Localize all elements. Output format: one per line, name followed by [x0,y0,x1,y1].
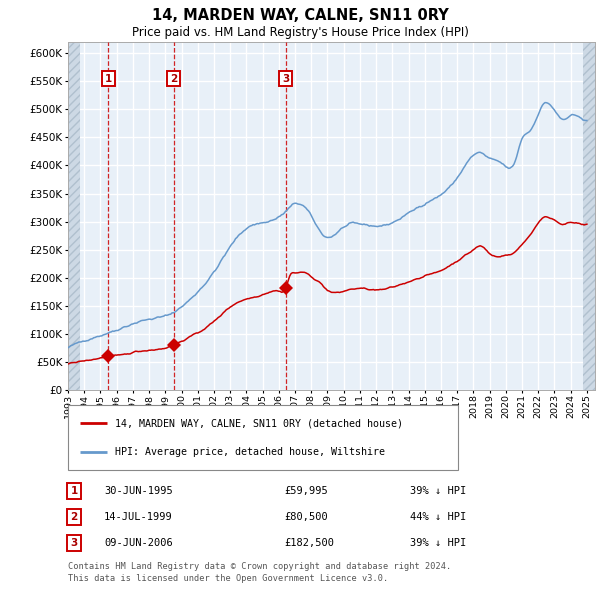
Text: 2: 2 [170,74,178,84]
Text: 39% ↓ HPI: 39% ↓ HPI [410,486,466,496]
FancyBboxPatch shape [68,405,458,470]
Text: 14, MARDEN WAY, CALNE, SN11 0RY (detached house): 14, MARDEN WAY, CALNE, SN11 0RY (detache… [115,418,403,428]
Text: HPI: Average price, detached house, Wiltshire: HPI: Average price, detached house, Wilt… [115,447,385,457]
Text: 2: 2 [70,512,77,522]
Text: £80,500: £80,500 [284,512,328,522]
Text: 3: 3 [70,538,77,548]
Text: 1: 1 [105,74,112,84]
Text: 09-JUN-2006: 09-JUN-2006 [104,538,173,548]
Text: Price paid vs. HM Land Registry's House Price Index (HPI): Price paid vs. HM Land Registry's House … [131,26,469,39]
Text: This data is licensed under the Open Government Licence v3.0.: This data is licensed under the Open Gov… [68,574,388,583]
Text: 30-JUN-1995: 30-JUN-1995 [104,486,173,496]
Text: 14, MARDEN WAY, CALNE, SN11 0RY: 14, MARDEN WAY, CALNE, SN11 0RY [152,8,448,23]
Text: 44% ↓ HPI: 44% ↓ HPI [410,512,466,522]
Text: £182,500: £182,500 [284,538,334,548]
Text: £59,995: £59,995 [284,486,328,496]
Text: 3: 3 [283,74,290,84]
Text: 1: 1 [70,486,77,496]
Bar [68,42,80,390]
Text: 39% ↓ HPI: 39% ↓ HPI [410,538,466,548]
Text: 14-JUL-1999: 14-JUL-1999 [104,512,173,522]
Text: Contains HM Land Registry data © Crown copyright and database right 2024.: Contains HM Land Registry data © Crown c… [68,562,451,571]
Bar [583,42,595,390]
